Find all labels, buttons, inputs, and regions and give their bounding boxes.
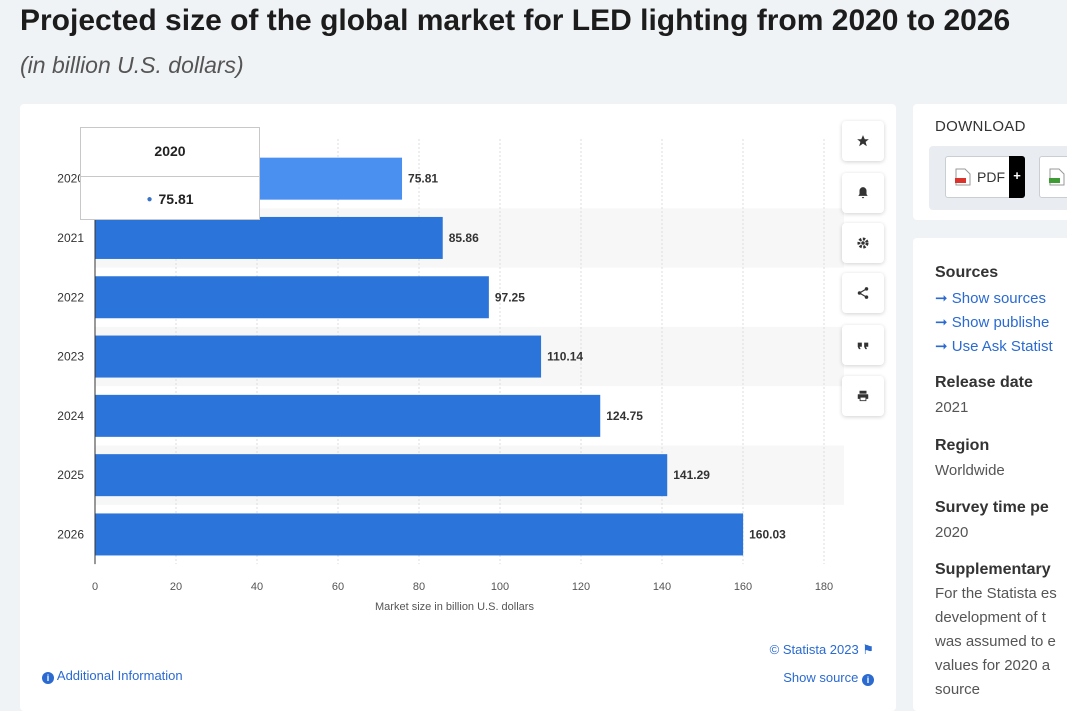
ask-statista-link[interactable]: ➞ Use Ask Statist — [935, 337, 1053, 355]
pdf-file-icon — [955, 168, 971, 186]
y-tick-label: 2024 — [57, 409, 84, 423]
supplementary-notes: For the Statista es development of t was a… — [935, 582, 1067, 702]
supplementary-title: Supplementary — [935, 561, 1051, 578]
bar-2023[interactable] — [95, 335, 542, 378]
x-tick-label: 120 — [572, 581, 590, 593]
xls-file-icon — [1049, 168, 1065, 186]
data-label: 75.81 — [408, 172, 438, 186]
x-tick-label: 140 — [653, 581, 671, 593]
pdf-plus[interactable]: + — [1009, 156, 1025, 198]
pdf-download-button[interactable]: PDF + — [945, 156, 1025, 198]
arrow-right-icon: ➞ — [935, 290, 948, 307]
print-button[interactable] — [842, 376, 884, 416]
bar-2026[interactable] — [95, 513, 744, 556]
tooltip-value: ● 75.81 — [81, 177, 259, 222]
link-text: Use Ask Statist — [951, 338, 1053, 355]
y-tick-label: 2020 — [57, 172, 84, 186]
gear-icon — [857, 237, 869, 249]
data-label: 160.03 — [749, 527, 786, 541]
survey-period-value: 2020 — [935, 524, 969, 541]
x-tick-label: 100 — [491, 581, 509, 593]
additional-information-text: Additional Information — [56, 668, 183, 683]
show-source-link[interactable]: Show source i — [783, 670, 874, 686]
bar-2021[interactable] — [95, 216, 443, 259]
x-tick-label: 180 — [815, 581, 833, 593]
share-icon — [857, 287, 869, 299]
flag-icon: ⚑ — [862, 642, 874, 657]
show-sources-link[interactable]: ➞ Show sources — [935, 289, 1046, 307]
data-label: 124.75 — [606, 409, 643, 423]
tooltip-title: 2020 — [81, 128, 259, 177]
series-dot-icon: ● — [146, 194, 153, 206]
cite-button[interactable] — [842, 325, 884, 365]
bar-2024[interactable] — [95, 394, 601, 437]
supplementary-line: For the Statista es — [935, 585, 1057, 602]
data-label: 141.29 — [673, 468, 710, 482]
show-publisher-link[interactable]: ➞ Show publishe — [935, 313, 1049, 331]
chart-tooltip: 2020 ● 75.81 — [80, 127, 260, 220]
notification-button[interactable] — [842, 173, 884, 213]
supplementary-line: values for 2020 a — [935, 657, 1051, 674]
arrow-right-icon: ➞ — [935, 338, 948, 355]
region-title: Region — [935, 437, 990, 454]
pdf-label: PDF — [977, 169, 1005, 185]
download-panel: DOWNLOAD PDF + — [913, 104, 1067, 220]
download-bar: PDF + — [929, 146, 1067, 210]
info-icon: i — [42, 672, 54, 684]
download-title: DOWNLOAD — [935, 118, 1026, 135]
supplementary-line: development of t — [935, 609, 1046, 626]
chart-subtitle: (in billion U.S. dollars) — [20, 52, 244, 78]
x-tick-label: 160 — [734, 581, 752, 593]
arrow-right-icon: ➞ — [935, 314, 948, 331]
share-button[interactable] — [842, 273, 884, 313]
region-value: Worldwide — [935, 462, 1005, 479]
bell-icon — [858, 187, 868, 199]
y-tick-label: 2023 — [57, 350, 84, 364]
y-tick-label: 2021 — [57, 231, 84, 245]
xls-download-button[interactable] — [1039, 156, 1067, 198]
chart-title: Projected size of the global market for … — [20, 4, 1011, 37]
data-label: 97.25 — [495, 290, 525, 304]
x-tick-label: 80 — [413, 581, 425, 593]
link-text: Show publishe — [951, 314, 1050, 331]
show-source-text: Show source — [783, 670, 859, 685]
x-tick-label: 20 — [170, 581, 182, 593]
data-label: 110.14 — [547, 350, 583, 364]
settings-button[interactable] — [842, 223, 884, 263]
x-tick-label: 40 — [251, 581, 263, 593]
sources-title: Sources — [935, 264, 999, 281]
additional-information-link[interactable]: i Additional Information — [42, 668, 183, 684]
y-axis-labels: 2020 2021 2022 2023 2024 2025 2026 — [57, 172, 84, 542]
x-tick-label: 60 — [332, 581, 344, 593]
copyright-link[interactable]: © Statista 2023 ⚑ — [770, 642, 874, 658]
supplementary-line: source — [935, 681, 981, 698]
star-icon — [857, 135, 869, 147]
survey-period-title: Survey time pe — [935, 499, 1049, 516]
favorite-button[interactable] — [842, 121, 884, 161]
x-axis-title: Market size in billion U.S. dollars — [375, 601, 534, 613]
data-label: 85.86 — [449, 231, 479, 245]
release-date-value: 2021 — [935, 399, 969, 416]
data-labels: 75.81 85.86 97.25 110.14 124.75 141.29 160.03 — [408, 172, 786, 542]
bar-2022[interactable] — [95, 276, 489, 319]
chart-card: 2020 2021 2022 2023 2024 2025 2026 0 20 40 60 80 10… — [20, 104, 896, 711]
supplementary-line: was assumed to e — [935, 633, 1056, 650]
link-text: Show sources — [951, 290, 1046, 307]
print-icon — [857, 390, 869, 402]
y-tick-label: 2025 — [57, 468, 84, 482]
release-date-title: Release date — [935, 374, 1033, 391]
bar-2025[interactable] — [95, 454, 668, 497]
info-icon: i — [862, 674, 874, 686]
y-tick-label: 2026 — [57, 527, 84, 541]
x-tick-label: 0 — [92, 581, 98, 593]
tooltip-value-text: 75.81 — [158, 191, 194, 207]
copyright-text: © Statista 2023 — [769, 642, 859, 657]
x-axis-labels: 0 20 40 60 80 100 120 140 160 180 — [92, 581, 833, 593]
y-tick-label: 2022 — [57, 290, 84, 304]
details-panel: Sources ➞ Show sources ➞ Show publishe ➞… — [913, 238, 1067, 711]
quote-icon — [857, 342, 869, 350]
